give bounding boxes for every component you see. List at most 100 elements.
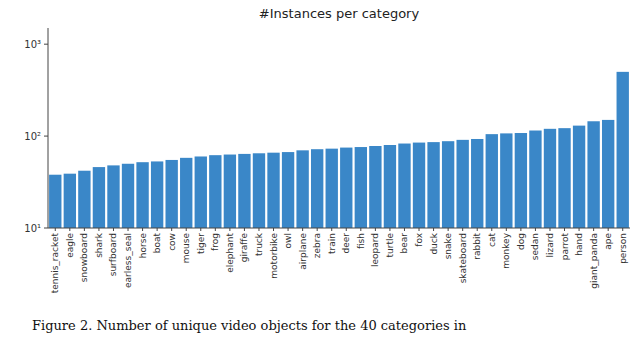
- bar: [587, 121, 599, 228]
- x-tick: [128, 228, 129, 231]
- x-tick: [433, 228, 434, 231]
- x-tick: [491, 228, 492, 231]
- x-tick-label: skateboard: [458, 233, 468, 283]
- x-tick-label: leopard: [370, 233, 380, 267]
- bar: [253, 153, 265, 228]
- bar: [427, 142, 439, 228]
- bar: [486, 134, 498, 228]
- x-tick: [375, 228, 376, 231]
- x-tick: [258, 228, 259, 231]
- x-tick: [288, 228, 289, 231]
- bar: [267, 153, 279, 228]
- x-tick-label: mouse: [181, 233, 191, 264]
- x-tick-label: train: [327, 233, 337, 254]
- y-tick: [44, 136, 48, 137]
- bar: [238, 154, 250, 228]
- x-tick-label: sedan: [530, 233, 540, 260]
- x-tick: [520, 228, 521, 231]
- bar: [282, 152, 294, 228]
- bar: [93, 167, 105, 228]
- x-tick: [331, 228, 332, 231]
- x-tick-label: giraffe: [239, 233, 249, 263]
- x-tick-label: owl: [283, 233, 293, 248]
- bar: [180, 158, 192, 228]
- x-tick: [273, 228, 274, 231]
- bar: [311, 149, 323, 228]
- x-tick-label: hand: [574, 233, 584, 256]
- x-tick: [622, 228, 623, 231]
- bar: [617, 72, 629, 228]
- y-tick-label: 10²: [24, 131, 41, 142]
- x-tick: [157, 228, 158, 231]
- bar: [500, 133, 512, 228]
- bar: [529, 131, 541, 228]
- x-tick: [142, 228, 143, 231]
- x-tick-label: deer: [341, 233, 351, 254]
- y-tick-label: 10³: [24, 39, 41, 50]
- x-tick-label: frog: [210, 233, 220, 251]
- x-tick: [171, 228, 172, 231]
- x-tick-label: earless_seal: [123, 233, 133, 288]
- x-tick-label: horse: [138, 233, 148, 259]
- bar: [515, 133, 527, 228]
- x-tick-label: boat: [152, 233, 162, 254]
- x-tick: [346, 228, 347, 231]
- bar: [195, 156, 207, 228]
- x-tick: [98, 228, 99, 231]
- x-tick: [579, 228, 580, 231]
- bar: [442, 141, 454, 228]
- title: #Instances per category: [259, 6, 420, 21]
- bar: [165, 160, 177, 228]
- x-tick: [84, 228, 85, 231]
- bar: [296, 150, 308, 228]
- bar: [78, 171, 90, 228]
- x-tick: [215, 228, 216, 231]
- bar: [224, 155, 236, 228]
- x-tick: [462, 228, 463, 231]
- x-tick-label: shark: [94, 232, 104, 258]
- x-tick-label: person: [618, 233, 628, 264]
- x-tick-label: elephant: [225, 233, 235, 273]
- x-tick-label: surfboard: [108, 233, 118, 276]
- x-tick-label: monkey: [501, 232, 511, 268]
- bar: [151, 161, 163, 228]
- x-tick-label: duck: [429, 232, 439, 254]
- x-tick: [506, 228, 507, 231]
- x-tick: [360, 228, 361, 231]
- x-tick-label: snake: [443, 233, 453, 260]
- x-tick-label: fish: [356, 233, 366, 249]
- y-tick: [44, 44, 48, 45]
- x-tick: [229, 228, 230, 231]
- x-tick-label: motorbike: [269, 233, 279, 279]
- bar: [573, 126, 585, 228]
- x-axis-line: [48, 228, 630, 229]
- x-tick-label: rabbit: [472, 233, 482, 260]
- bar: [398, 144, 410, 228]
- bar: [544, 129, 556, 228]
- x-tick: [535, 228, 536, 231]
- x-tick-label: cat: [487, 233, 497, 247]
- x-tick: [302, 228, 303, 231]
- x-tick-label: eagle: [65, 233, 75, 258]
- x-tick-label: fox: [414, 232, 424, 246]
- x-tick: [113, 228, 114, 231]
- caption: Figure 2. Number of unique video objects…: [32, 318, 467, 333]
- x-tick-label: tiger: [196, 233, 206, 254]
- x-tick: [404, 228, 405, 231]
- bar: [413, 143, 425, 228]
- x-tick: [55, 228, 56, 231]
- x-tick: [186, 228, 187, 231]
- x-tick: [419, 228, 420, 231]
- y-axis-line: [48, 28, 49, 228]
- y-tick: [44, 228, 48, 229]
- bar: [64, 174, 76, 228]
- x-tick-label: zebra: [312, 233, 322, 258]
- x-tick: [564, 228, 565, 231]
- bar: [602, 120, 614, 228]
- x-tick: [69, 228, 70, 231]
- bar: [558, 128, 570, 228]
- bar: [369, 146, 381, 228]
- bar: [384, 145, 396, 228]
- y-tick-label: 10¹: [24, 223, 41, 234]
- x-tick-label: parrot: [560, 233, 570, 261]
